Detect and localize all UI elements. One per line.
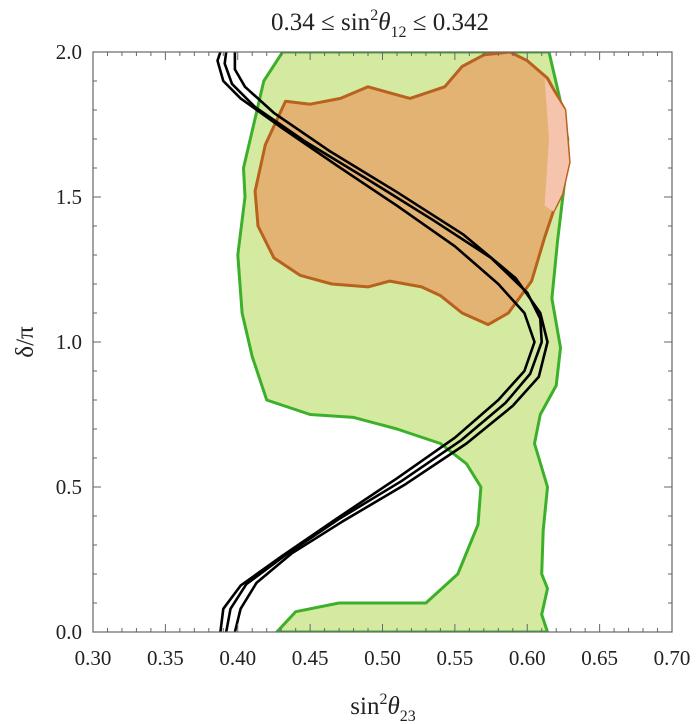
x-tick-label: 0.65 (581, 646, 618, 670)
regions-layer (236, 52, 571, 632)
ticks-layer (92, 51, 673, 633)
region-pink (544, 78, 570, 212)
x-axis-title: sin2θ23 (350, 691, 415, 724)
x-tick-label: 0.55 (437, 646, 474, 670)
x-tick-label: 0.60 (509, 646, 546, 670)
x-tick-label: 0.40 (219, 646, 256, 670)
y-tick-label: 1.5 (56, 185, 82, 209)
y-tick-label: 2.0 (56, 40, 82, 64)
x-tick-label: 0.50 (364, 646, 401, 670)
y-axis-title: δ/π (12, 326, 39, 358)
x-tick-label: 0.70 (654, 646, 691, 670)
curve-3 (223, 52, 544, 632)
tick-labels-layer: 0.30 0.35 0.40 0.45 0.50 0.55 0.60 0.65 0.70 0.0 0… (56, 40, 691, 670)
chart-title: 0.34 ≤ sin2θ12 ≤ 0.342 (271, 7, 489, 41)
x-tick-label: 0.35 (147, 646, 184, 670)
y-tick-label: 0.0 (56, 620, 82, 644)
curves-layer (216, 52, 549, 632)
x-tick-label: 0.30 (75, 646, 112, 670)
x-tick-label: 0.45 (292, 646, 329, 670)
y-tick-label: 0.5 (56, 475, 82, 499)
y-tick-label: 1.0 (56, 330, 82, 354)
curve-2 (233, 52, 549, 632)
